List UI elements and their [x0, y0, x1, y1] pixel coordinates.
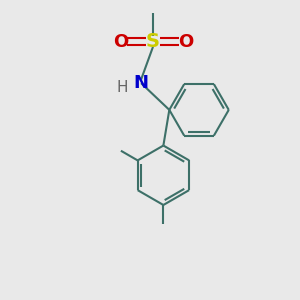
Text: O: O [113, 32, 128, 50]
Text: S: S [146, 32, 160, 51]
Text: O: O [178, 32, 193, 50]
Text: H: H [116, 80, 128, 95]
Text: N: N [134, 74, 148, 92]
